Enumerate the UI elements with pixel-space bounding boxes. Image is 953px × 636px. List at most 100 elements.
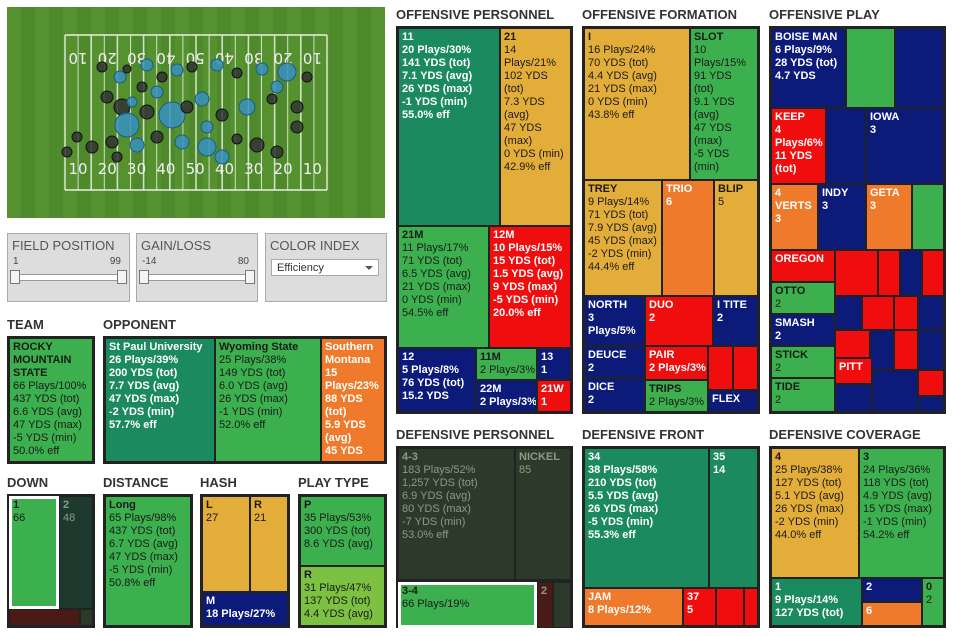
treemap-cell[interactable] <box>918 370 944 396</box>
treemap-cell[interactable] <box>862 296 894 330</box>
treemap-cell[interactable]: INDY 3 <box>818 184 866 250</box>
treemap-cell[interactable]: St Paul University 26 Plays/39% 200 YDS (t… <box>105 338 215 462</box>
slider-handle[interactable] <box>10 270 20 284</box>
treemap-cell[interactable] <box>835 384 872 412</box>
treemap-cell[interactable] <box>918 296 944 330</box>
treemap-cell[interactable] <box>894 296 918 330</box>
treemap-cell[interactable]: DEUCE 2 <box>584 346 645 378</box>
treemap-cell[interactable]: GETA 3 <box>866 184 912 250</box>
cell-line: 14 <box>504 44 517 56</box>
play-dot <box>186 61 198 73</box>
treemap-cell[interactable]: 4-3 183 Plays/52% 1,257 YDS (tot) 6.9 YDS (… <box>398 448 515 580</box>
treemap-cell[interactable] <box>900 250 922 296</box>
treemap-cell[interactable] <box>918 330 944 370</box>
treemap-cell[interactable]: 22M 2 Plays/3% <box>476 380 537 412</box>
treemap-cell[interactable]: M 18 Plays/27% <box>202 592 288 626</box>
treemap-cell[interactable] <box>835 296 862 330</box>
treemap-cell[interactable]: DUO 2 <box>645 296 713 346</box>
slider-handle[interactable] <box>139 270 149 284</box>
treemap-cell[interactable]: FLEX <box>708 390 758 412</box>
treemap-cell[interactable] <box>744 588 758 626</box>
treemap-cell[interactable]: 12 5 Plays/8% 76 YDS (tot) 15.2 YDS <box>398 348 476 412</box>
treemap-cell[interactable] <box>835 330 870 358</box>
treemap-cell[interactable]: 3 24 Plays/36% 118 YDS (tot) 4.9 YDS (avg) 1… <box>859 448 944 578</box>
dropdown[interactable]: Efficiency <box>271 259 379 276</box>
treemap-cell[interactable]: 11M 2 Plays/3% <box>476 348 537 380</box>
treemap-cell[interactable] <box>9 609 80 626</box>
treemap-cell[interactable]: PAIR 2 Plays/3% <box>645 346 708 380</box>
treemap-cell[interactable]: 37 5 <box>683 588 716 626</box>
treemap-cell[interactable]: Southern Montana 15 Plays/23% 88 YDS (tot) 5.… <box>321 338 385 462</box>
treemap-cell[interactable]: OTTO 2 <box>771 282 835 314</box>
treemap-cell[interactable]: STICK 2 <box>771 346 835 378</box>
treemap-cell[interactable]: KEEP 4 Plays/6% 11 YDS (tot) <box>771 108 826 184</box>
treemap-cell[interactable]: TIDE 2 <box>771 378 835 412</box>
treemap-cell[interactable]: 4 VERTS 3 <box>771 184 818 250</box>
slider-handle[interactable] <box>245 270 255 284</box>
treemap-cell[interactable]: 21 14 Plays/21% 102 YDS (tot) 7.3 YDS (avg) 47 … <box>500 28 571 226</box>
treemap-cell[interactable]: 2 48 <box>59 496 93 609</box>
treemap-cell[interactable]: 6 <box>862 602 922 626</box>
panel-title: OFFENSIVE PLAY <box>769 7 880 22</box>
cell-line: 47 YDS (max) <box>13 419 82 431</box>
treemap-cell[interactable] <box>826 108 866 184</box>
treemap-cell[interactable]: SMASH 2 <box>771 314 835 346</box>
treemap-cell[interactable]: R 21 <box>250 496 288 592</box>
treemap-cell[interactable]: 13 1 <box>537 348 571 380</box>
treemap-cell[interactable]: I 16 Plays/24% 70 YDS (tot) 4.4 YDS (avg) 21… <box>584 28 690 180</box>
treemap-cell[interactable]: Long 65 Plays/98% 437 YDS (tot) 6.7 YDS (av… <box>105 496 191 626</box>
treemap-cell[interactable]: BLIP 5 <box>714 180 758 296</box>
treemap-cell[interactable]: Wyoming State 25 Plays/38% 149 YDS (tot) 6.… <box>215 338 321 462</box>
treemap-cell[interactable] <box>918 396 944 412</box>
cell-label: PAIR <box>649 349 675 361</box>
treemap-cell[interactable]: NORTH 3 Plays/5% <box>584 296 645 346</box>
treemap-cell[interactable]: L 27 <box>202 496 250 592</box>
treemap-cell[interactable]: NICKEL 85 <box>515 448 571 580</box>
treemap-cell[interactable]: 12M 10 Plays/15% 15 YDS (tot) 1.5 YDS (avg)… <box>489 226 571 348</box>
treemap-cell[interactable]: 2 <box>537 582 553 628</box>
treemap-cell[interactable] <box>872 370 918 412</box>
treemap-cell[interactable]: TRIO 6 <box>662 180 714 296</box>
treemap-cell[interactable] <box>708 346 733 390</box>
treemap-cell[interactable]: IOWA 3 <box>866 108 944 184</box>
treemap-cell[interactable]: 11 20 Plays/30% 141 YDS (tot) 7.1 YDS (avg)… <box>398 28 500 226</box>
treemap-cell[interactable]: OREGON <box>771 250 835 282</box>
treemap-cell[interactable]: DICE 2 <box>584 378 645 412</box>
treemap-cell[interactable]: 2 <box>862 578 922 602</box>
treemap-cell[interactable]: 21M 11 Plays/17% 71 YDS (tot) 6.5 YDS (avg)… <box>398 226 489 348</box>
treemap-cell[interactable] <box>870 330 894 370</box>
treemap-cell[interactable]: 1 66 <box>9 496 59 609</box>
treemap-cell[interactable]: R 31 Plays/47% 137 YDS (tot) 4.4 YDS (avg) <box>300 566 385 626</box>
treemap-cell[interactable]: TREY 9 Plays/14% 71 YDS (tot) 7.9 YDS (avg)… <box>584 180 662 296</box>
slider-handle[interactable] <box>117 270 127 284</box>
treemap-cell[interactable]: SLOT 10 Plays/15% 91 YDS (tot) 9.1 YDS (avg) 47… <box>690 28 758 180</box>
treemap-cell[interactable]: I TITE 2 <box>713 296 758 346</box>
treemap-cell[interactable]: BOISE MAN 6 Plays/9% 28 YDS (tot) 4.7 YDS <box>771 28 846 108</box>
treemap-cell[interactable] <box>878 250 900 296</box>
treemap-cell[interactable] <box>716 588 744 626</box>
treemap-cell[interactable]: 34 38 Plays/58% 210 YDS (tot) 5.5 YDS (avg)… <box>584 448 709 588</box>
treemap-cell[interactable] <box>894 330 918 370</box>
treemap-cell[interactable] <box>733 346 758 390</box>
treemap-cell[interactable] <box>80 609 93 626</box>
treemap-cell[interactable] <box>895 28 944 108</box>
treemap-cell[interactable] <box>553 582 571 628</box>
treemap-cell[interactable] <box>835 250 878 296</box>
treemap-cell[interactable]: PITT <box>835 358 872 384</box>
treemap-cell[interactable]: 35 14 <box>709 448 758 588</box>
treemap-cell[interactable]: 4 25 Plays/38% 127 YDS (tot) 5.1 YDS (avg) 2… <box>771 448 859 578</box>
cell-line: 66 Plays/19% <box>402 598 470 610</box>
treemap-cell[interactable] <box>922 250 944 296</box>
treemap-cell[interactable]: ROCKY MOUNTAIN STATE 66 Plays/100% 437 YDS… <box>9 338 93 462</box>
treemap-cell[interactable]: 21W 1 <box>537 380 571 412</box>
cell-line: -7 YDS (min) <box>402 516 466 528</box>
treemap-cell[interactable]: 3-4 66 Plays/19% <box>398 582 537 628</box>
treemap-cell[interactable] <box>846 28 895 108</box>
treemap-cell[interactable] <box>912 184 944 250</box>
color-index-panel: COLOR INDEX Efficiency <box>265 233 387 302</box>
treemap-cell[interactable]: TRIPS 2 Plays/3% <box>645 380 708 412</box>
treemap-cell[interactable]: JAM 8 Plays/12% <box>584 588 683 626</box>
treemap-cell[interactable]: P 35 Plays/53% 300 YDS (tot) 8.6 YDS (avg) <box>300 496 385 566</box>
